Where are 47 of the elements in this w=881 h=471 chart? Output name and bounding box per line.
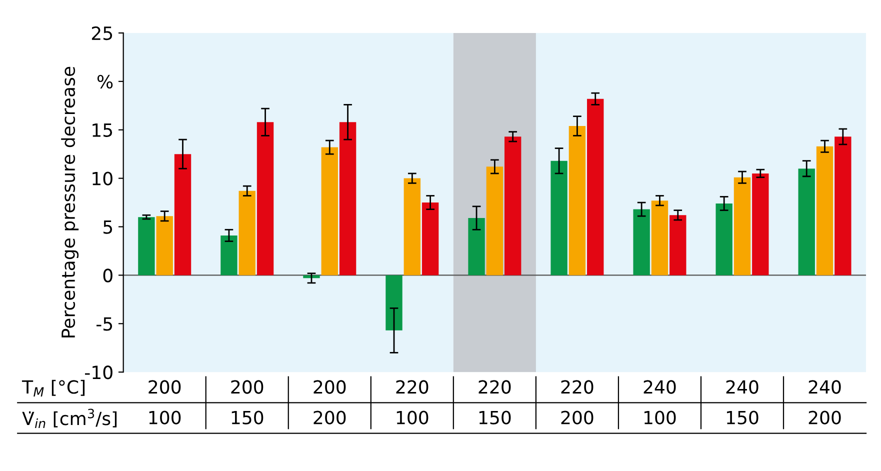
bar [220, 235, 238, 276]
x-tick-label: 240 100 [644, 380, 676, 424]
bar [651, 200, 668, 276]
x-tick-label: 200 100 [148, 380, 181, 424]
bar [550, 160, 568, 276]
bar [422, 202, 439, 276]
bar [670, 215, 686, 276]
bar [339, 122, 356, 276]
bar [138, 217, 155, 276]
y-tick-label: 25 [92, 26, 112, 40]
bar [633, 209, 650, 276]
x-tick-label: 220 150 [478, 380, 511, 424]
bar [486, 166, 504, 276]
bar [256, 122, 274, 276]
bar [587, 98, 604, 276]
bar [816, 146, 834, 276]
bar [834, 136, 852, 276]
bar [238, 190, 256, 276]
bar [386, 275, 402, 330]
y-tick-label: 15 [92, 124, 112, 137]
x-tick-label: 220 200 [561, 380, 594, 424]
x-tick-label: 220 100 [396, 380, 428, 424]
bar [568, 126, 586, 276]
bar [321, 147, 338, 276]
bar [174, 154, 192, 276]
y-axis-title: Percentage pressure decrease [61, 66, 79, 338]
y-tick-label: 10 [92, 172, 112, 186]
text: V̇$_{in}$ [cm$^{3}$/s] [22, 408, 117, 428]
y-tick-label: 5 [104, 220, 112, 234]
bar [303, 275, 320, 278]
bar [716, 204, 732, 276]
y-tick-label: -5 [96, 317, 112, 331]
bar [798, 168, 815, 276]
x-tick-label: 240 200 [808, 380, 841, 424]
x-tick-label: 200 200 [314, 380, 346, 424]
bar [404, 178, 421, 276]
bar [504, 136, 522, 276]
text: T$_{M}$ [°C] [22, 380, 85, 397]
bar [752, 173, 769, 276]
y-tick-label: % [97, 74, 113, 89]
y-tick-label: -10 [85, 366, 112, 380]
bar [468, 218, 485, 276]
bar [156, 216, 173, 276]
x-tick-label: 200 150 [231, 380, 264, 424]
bar [734, 177, 751, 276]
x-tick-label: 240 150 [726, 380, 758, 424]
y-tick-label: 0 [103, 268, 112, 282]
